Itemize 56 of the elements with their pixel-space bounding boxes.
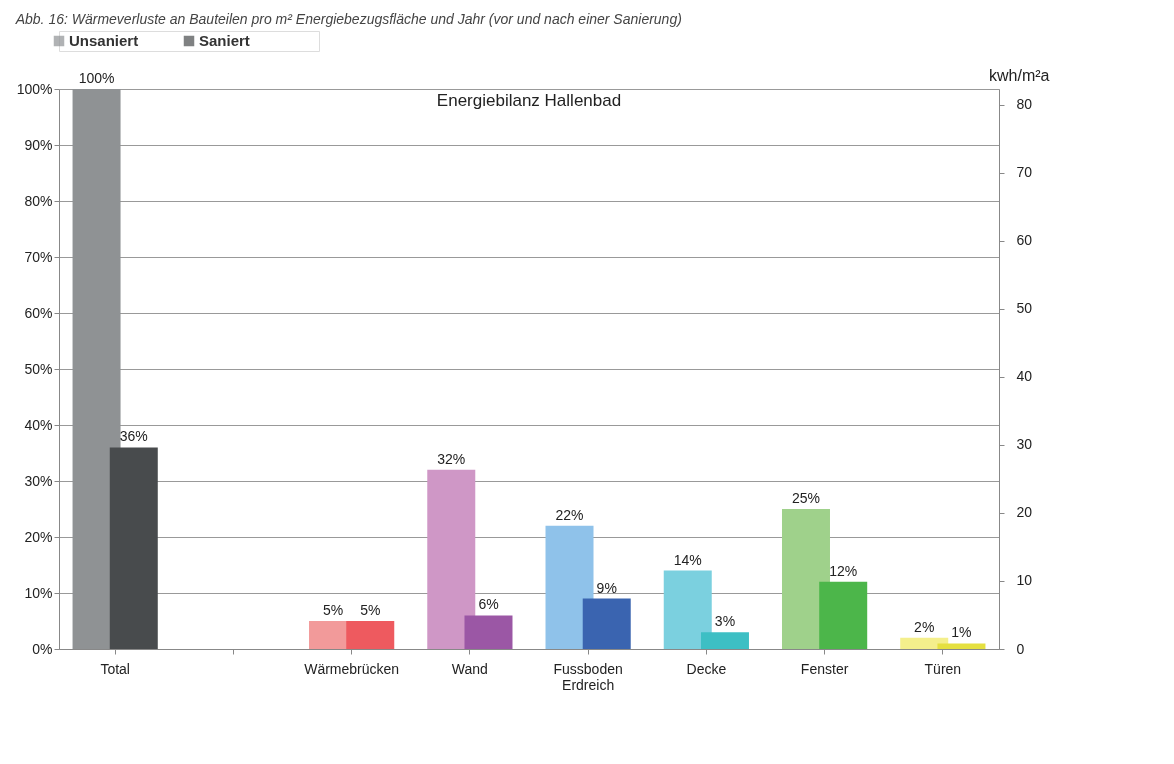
x-tick-label: Fenster: [800, 660, 849, 677]
y2-tick-label: 60: [1016, 232, 1033, 249]
data-label: 2%: [914, 618, 935, 635]
y2-tick-label: 80: [1016, 96, 1033, 113]
y2-tick-label: 30: [1016, 436, 1033, 453]
data-label: 22%: [555, 506, 584, 523]
y-tick-label: 50%: [24, 360, 53, 377]
data-label: 12%: [829, 562, 858, 579]
y-tick-label: 100%: [16, 80, 53, 97]
y-tick-label: 30%: [24, 472, 53, 489]
y-tick-label: 0%: [32, 640, 53, 657]
chart-title: Energiebilanz Hallenbad: [436, 91, 622, 110]
y2-tick-label: 50: [1016, 300, 1033, 317]
bar: [427, 469, 476, 649]
legend-label: Saniert: [199, 32, 250, 49]
legend-label: Unsaniert: [69, 32, 139, 49]
bar: [109, 447, 158, 649]
data-label: 5%: [322, 602, 344, 618]
bar: [819, 581, 868, 649]
data-label: 36%: [119, 428, 148, 445]
x-tick-label: Wand: [451, 660, 488, 677]
data-label: 1%: [951, 624, 972, 641]
y-tick-label: 70%: [24, 248, 53, 265]
y-tick-label: 80%: [24, 192, 53, 209]
bar: [937, 643, 986, 649]
y2-tick-label: 10: [1016, 572, 1033, 589]
data-label: 32%: [437, 450, 466, 467]
caption: Abb. 16: Wärmeverluste an Bauteilen pro m² Energiebezugsfläche und Jahr (vor und nach einer Sanierung): [14, 10, 682, 27]
y-tick-label: 60%: [24, 304, 53, 321]
y2-axis-title: kwh/m²a: [989, 66, 1050, 84]
y-tick-label: 40%: [24, 416, 53, 433]
data-label: 14%: [673, 551, 702, 568]
data-label: 3%: [714, 613, 736, 630]
bar: [700, 632, 749, 649]
bar: [582, 598, 631, 649]
x-tick-label: Wärmebrücken: [304, 660, 400, 677]
y2-tick-label: 40: [1016, 368, 1033, 385]
bar: [346, 621, 395, 649]
y-tick-label: 20%: [24, 528, 53, 545]
data-label: 5%: [360, 602, 381, 618]
bar: [464, 615, 513, 649]
y2-tick-label: 20: [1016, 504, 1033, 521]
data-label: 6%: [478, 596, 499, 613]
data-label: 100%: [78, 70, 115, 86]
x-tick-label: Fussboden Erdreich: [553, 660, 623, 693]
data-label: 25%: [791, 490, 820, 506]
data-label: 9%: [596, 579, 617, 596]
y-tick-label: 90%: [24, 136, 53, 153]
y2-tick-label: 0: [1016, 640, 1025, 657]
x-tick-label: Decke: [686, 660, 727, 677]
bar: [663, 570, 712, 649]
bar: [545, 525, 594, 649]
y-tick-label: 10%: [24, 584, 53, 601]
x-tick-label: Türen: [924, 660, 962, 677]
y2-tick-label: 70: [1016, 164, 1033, 181]
x-tick-label: Total: [100, 660, 130, 677]
